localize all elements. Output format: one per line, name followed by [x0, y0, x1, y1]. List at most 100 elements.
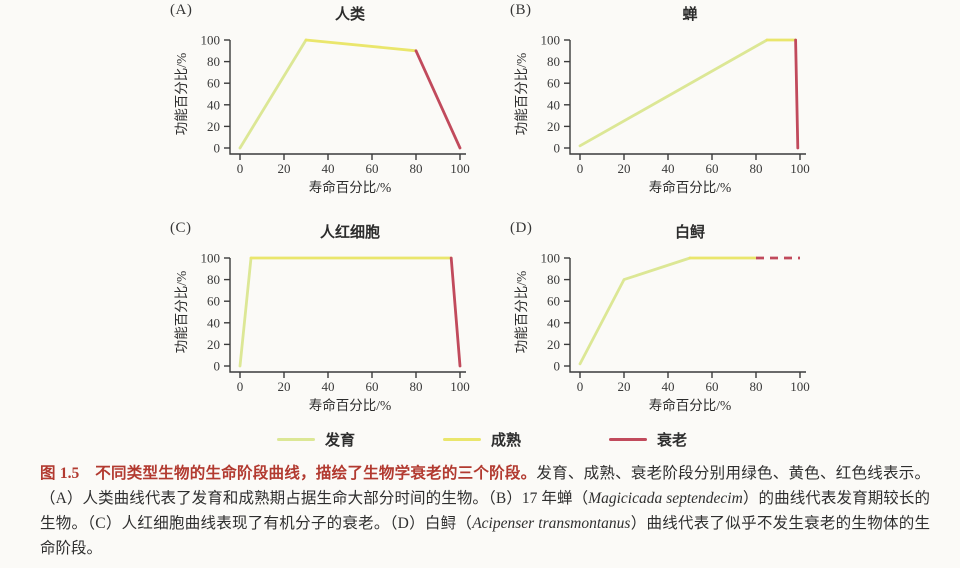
caption-segment: 图 1.5 不同类型生物的生命阶段曲线，描绘了生物学衰老的三个阶段。 — [40, 465, 537, 482]
y-tick-label: 20 — [207, 337, 220, 352]
panel-label-c: (C) — [170, 220, 192, 236]
x-tick-label: 0 — [237, 161, 244, 176]
x-tick-label: 60 — [366, 379, 379, 394]
y-tick-label: 60 — [547, 76, 560, 91]
legend-line-swatch — [609, 438, 648, 441]
x-tick-label: 80 — [410, 161, 423, 176]
y-tick-label: 80 — [547, 272, 560, 287]
x-tick-label: 80 — [410, 379, 423, 394]
x-axis-label: 寿命百分比/% — [649, 179, 732, 195]
x-tick-label: 20 — [278, 379, 291, 394]
legend-item: 发育 — [277, 429, 355, 450]
y-tick-label: 100 — [201, 251, 221, 266]
y-tick-label: 60 — [207, 294, 220, 309]
chart-title: 白鲟 — [675, 223, 705, 241]
series-senescence — [449, 256, 462, 368]
y-tick-label: 80 — [207, 54, 220, 69]
panel-label-a: (A) — [170, 2, 193, 18]
x-tick-label: 0 — [237, 379, 244, 394]
x-axis-label: 寿命百分比/% — [309, 397, 392, 413]
x-tick-label: 60 — [706, 379, 719, 394]
x-tick-label: 60 — [706, 161, 719, 176]
panel-label-b: (B) — [510, 2, 532, 18]
y-tick-label: 100 — [541, 33, 561, 48]
y-axis-label: 功能百分比/% — [174, 53, 189, 136]
y-tick-label: 80 — [207, 272, 220, 287]
y-tick-label: 40 — [207, 315, 220, 330]
legend-label: 衰老 — [657, 433, 688, 449]
x-tick-label: 0 — [577, 161, 584, 176]
series-senescence — [794, 38, 800, 150]
y-tick-label: 100 — [201, 33, 221, 48]
caption-segment: ）曲线代表了似乎不发生衰老的生物体的生命阶段。 — [40, 515, 930, 557]
y-tick-label: 60 — [207, 76, 220, 91]
x-tick-label: 100 — [450, 379, 470, 394]
series-maturity — [304, 38, 418, 53]
panel-label-d: (D) — [510, 220, 533, 236]
y-tick-label: 0 — [554, 359, 561, 374]
chart-panel-red-blood-cell: (C) 0 20 40 60 80 100 0 20 40 60 80 100 人红细胞寿命百分比/% 功… — [168, 218, 500, 422]
axes — [569, 40, 806, 155]
caption-segment: Magicicada septendecim — [588, 490, 743, 507]
chart-title: 人类 — [335, 5, 366, 23]
legend-line-swatch — [277, 438, 315, 441]
x-tick-label: 20 — [618, 379, 631, 394]
x-tick-label: 40 — [322, 161, 335, 176]
figure-caption: 图 1.5 不同类型生物的生命阶段曲线，描绘了生物学衰老的三个阶段。发育、成熟、… — [40, 461, 930, 561]
y-axis-label: 功能百分比/% — [174, 271, 189, 354]
x-tick-label: 100 — [790, 161, 810, 176]
x-tick-label: 40 — [662, 161, 675, 176]
y-axis-label: 功能百分比/% — [514, 271, 529, 354]
x-tick-label: 100 — [790, 379, 810, 394]
chart-panel-cicada: (B) 0 20 40 60 80 100 0 20 40 60 80 100 蝉寿命百分比/% 功能百分… — [508, 0, 840, 204]
legend-label: 发育 — [325, 433, 356, 449]
chart-title: 蝉 — [682, 5, 697, 23]
chart-panel-human: (A) 0 20 40 60 80 100 0 20 40 60 80 100 人类 寿命百分比/% 功能百… — [168, 0, 500, 204]
y-tick-label: 40 — [547, 97, 560, 112]
y-tick-label: 0 — [214, 359, 221, 374]
caption-segment: ）的曲线代表发育期较长的生物。（C）人红细胞曲线表现了有机分子的衰老。（D）白鲟… — [40, 490, 930, 532]
caption-segment: 发育、成熟、衰老阶段分别用绿色、黄色、红色线表示。（A）人类曲线代表了发育和成熟… — [40, 465, 930, 507]
legend: 发育 成熟 衰老 — [277, 429, 687, 450]
series-development — [238, 256, 253, 368]
x-tick-label: 20 — [618, 161, 631, 176]
y-tick-label: 20 — [207, 119, 220, 134]
x-tick-label: 40 — [322, 379, 335, 394]
y-axis-label: 功能百分比/% — [514, 53, 529, 136]
x-tick-label: 60 — [366, 161, 379, 176]
caption-segment: Acipenser transmontanus — [472, 515, 631, 532]
x-axis-label: 寿命百分比/% — [309, 179, 392, 195]
y-tick-label: 100 — [541, 251, 561, 266]
y-tick-label: 20 — [547, 337, 560, 352]
series-senescence — [414, 49, 462, 150]
legend-item: 衰老 — [609, 429, 687, 450]
x-tick-label: 40 — [662, 379, 675, 394]
x-tick-label: 80 — [750, 161, 763, 176]
legend-label: 成熟 — [491, 433, 522, 449]
axes — [229, 40, 466, 155]
y-tick-label: 60 — [547, 294, 560, 309]
x-tick-label: 20 — [278, 161, 291, 176]
y-tick-label: 0 — [214, 141, 221, 156]
x-tick-label: 0 — [577, 379, 584, 394]
x-tick-label: 80 — [750, 379, 763, 394]
x-axis-label: 寿命百分比/% — [649, 397, 732, 413]
axes — [229, 258, 466, 373]
y-tick-label: 20 — [547, 119, 560, 134]
legend-line-swatch — [443, 438, 482, 441]
x-tick-label: 100 — [450, 161, 470, 176]
y-tick-label: 40 — [547, 315, 560, 330]
y-tick-label: 0 — [554, 141, 561, 156]
axes — [569, 258, 806, 373]
chart-panel-sturgeon: (D) 0 20 40 60 80 100 0 20 40 60 80 100 白鲟寿命百分比/% 功能百… — [508, 218, 840, 422]
y-tick-label: 80 — [547, 54, 560, 69]
series-development — [578, 256, 692, 366]
chart-title: 人红细胞 — [320, 223, 380, 241]
legend-item: 成熟 — [443, 429, 521, 450]
series-development — [238, 38, 308, 150]
